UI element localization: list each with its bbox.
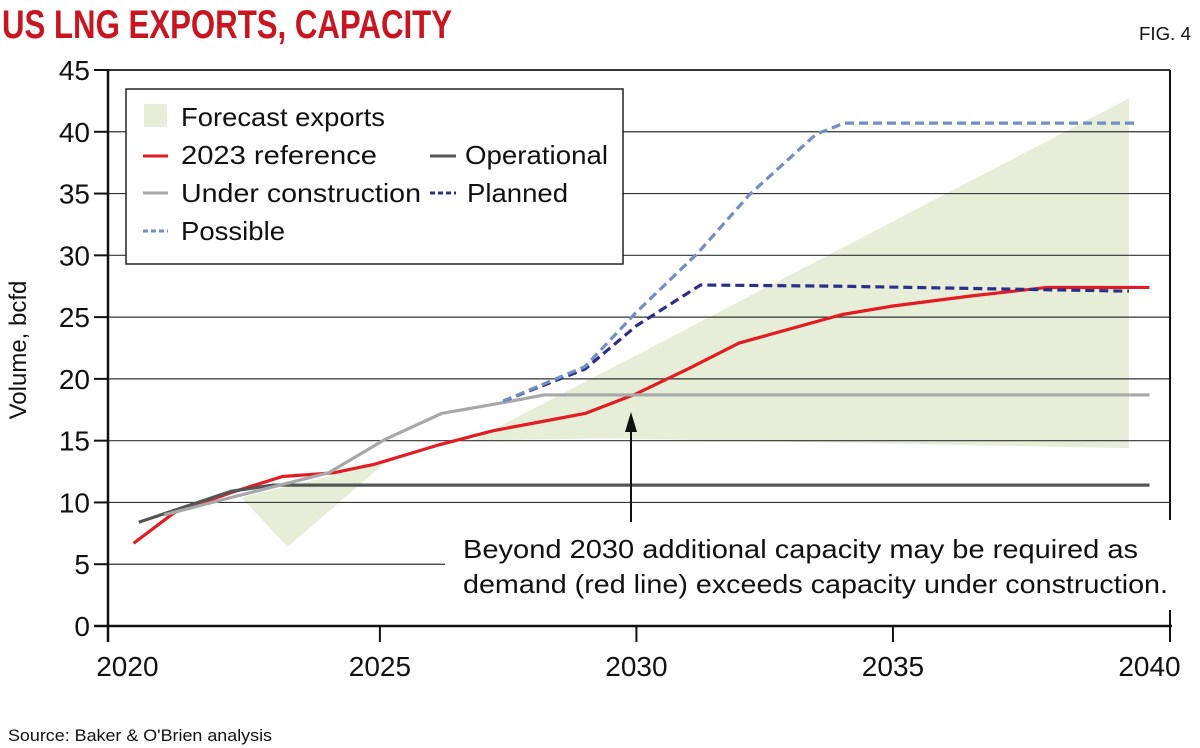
legend-box [125, 88, 624, 265]
legend: Forecast exports 2023 reference Operatio… [125, 88, 624, 265]
y-axis-label: Volume, bcfd [5, 281, 32, 420]
legend-label-under-construction: Under construction [181, 178, 421, 208]
series-planned [502, 283, 1129, 403]
y-tick-label: 25 [59, 302, 90, 333]
chart-title: US LNG EXPORTS, CAPACITY [2, 3, 452, 47]
x-tick-label: 2025 [349, 651, 411, 682]
series-under-construction [164, 393, 1150, 517]
series-operational [138, 483, 1150, 524]
x-tick-label: 2020 [96, 651, 158, 682]
source-note: Source: Baker & O'Brien analysis [8, 726, 272, 745]
y-tick-label: 45 [59, 55, 90, 86]
figure-number: FIG. 4 [1139, 24, 1191, 44]
legend-label-possible: Possible [181, 216, 285, 246]
series-2023-reference [132, 285, 1150, 545]
annotation: Beyond 2030 additional capacity may be r… [445, 412, 1175, 610]
annotation-line-1: Beyond 2030 additional capacity may be r… [463, 534, 1138, 564]
legend-label-reference: 2023 reference [181, 140, 377, 170]
y-tick-label: 15 [59, 426, 90, 457]
y-tick-label: 0 [74, 611, 90, 642]
y-tick-label: 10 [59, 487, 90, 518]
y-tick-label: 5 [74, 549, 90, 580]
y-tick-label: 40 [59, 117, 90, 148]
x-tick-label: 2035 [862, 651, 924, 682]
x-tick-label: 2030 [605, 651, 667, 682]
y-tick-label: 35 [59, 179, 90, 210]
legend-swatch-forecast [144, 104, 167, 127]
x-tick-label: 2040 [1118, 651, 1180, 682]
annotation-arrowhead [625, 412, 637, 432]
legend-label-planned: Planned [467, 178, 568, 208]
legend-label-operational: Operational [465, 140, 608, 170]
y-tick-label: 20 [59, 364, 90, 395]
forecast-area-1 [472, 98, 1129, 449]
series-layer [132, 121, 1150, 545]
annotation-line-2: demand (red line) exceeds capacity under… [463, 569, 1168, 599]
y-tick-label: 30 [59, 240, 90, 271]
series-possible [502, 121, 1137, 403]
legend-label-forecast: Forecast exports [181, 102, 385, 132]
annotation-background [445, 520, 1175, 610]
